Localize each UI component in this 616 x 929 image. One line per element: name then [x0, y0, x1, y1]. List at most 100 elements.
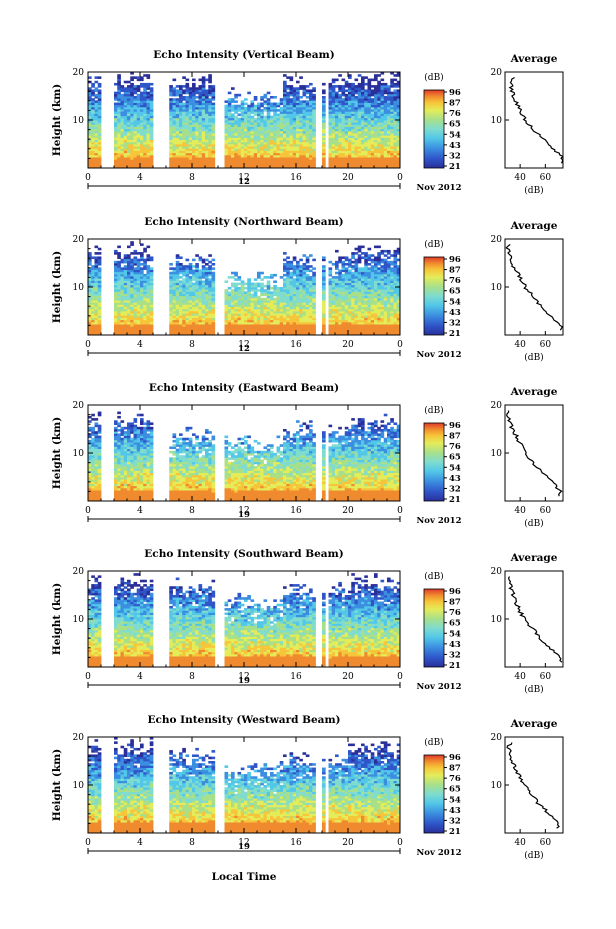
heatmap-cell	[169, 308, 173, 312]
heatmap-cell	[94, 89, 99, 93]
heatmap-cell	[146, 139, 151, 143]
heatmap-cell	[169, 284, 173, 288]
heatmap-cell	[117, 76, 121, 79]
heatmap-cell	[302, 133, 307, 136]
heatmap-cell	[292, 120, 297, 123]
heatmap-cell	[273, 128, 277, 132]
heatmap-cell	[309, 124, 313, 127]
heatmap-cell	[133, 139, 138, 143]
heatmap-cell	[286, 284, 290, 288]
heatmap-cell	[289, 163, 294, 167]
heatmap-cell	[182, 295, 186, 299]
heatmap-cell	[136, 89, 141, 93]
heatmap-cell	[390, 117, 394, 121]
heatmap-cell	[123, 324, 128, 327]
heatmap-cell	[224, 304, 229, 308]
heatmap-cell	[377, 91, 381, 95]
heatmap-cell	[273, 163, 277, 167]
heatmap-cell	[140, 252, 144, 255]
heatmap-cell	[227, 157, 232, 160]
heatmap-cell	[227, 295, 232, 299]
heatmap-cell	[133, 163, 138, 167]
heatmap-cell	[172, 330, 177, 334]
heatmap-cell	[396, 93, 401, 97]
heatmap-cell	[117, 115, 121, 119]
heatmap-cell	[127, 115, 131, 119]
heatmap-cell	[91, 256, 95, 260]
heatmap-cell	[114, 308, 118, 312]
heatmap-cell	[305, 258, 310, 262]
heatmap-cell	[192, 128, 196, 132]
heatmap-cell	[396, 100, 401, 103]
heatmap-cell	[244, 330, 248, 334]
heatmap-cell	[253, 165, 258, 169]
heatmap-cell	[286, 150, 290, 154]
heatmap-cell	[322, 267, 326, 270]
heatmap-cell	[227, 287, 232, 290]
heatmap-cell	[205, 154, 209, 158]
heatmap-cell	[143, 291, 147, 294]
heatmap-cell	[188, 111, 193, 114]
heatmap-cell	[234, 315, 238, 318]
heatmap-cell	[322, 141, 326, 145]
heatmap-cell	[130, 278, 134, 281]
heatmap-cell	[260, 159, 264, 162]
heatmap-cell	[240, 291, 245, 294]
heatmap-cell	[237, 330, 242, 334]
heatmap-cell	[309, 311, 313, 314]
heatmap-cell	[94, 315, 99, 318]
heatmap-cell	[266, 152, 271, 156]
heatmap-cell	[133, 326, 138, 329]
heatmap-cell	[149, 102, 154, 106]
heatmap-cell	[292, 159, 297, 162]
heatmap-cell	[91, 120, 95, 123]
heatmap-cell	[195, 146, 199, 149]
heatmap-cell	[179, 319, 183, 323]
heatmap-cell	[348, 115, 352, 119]
heatmap-cell	[302, 293, 307, 297]
heatmap-cell	[247, 304, 251, 308]
heatmap-cell	[146, 300, 151, 303]
heatmap-cell	[179, 87, 183, 90]
heatmap-cell	[309, 91, 313, 95]
heatmap-cell	[390, 135, 394, 138]
heatmap-cell	[234, 287, 238, 290]
x-tick-label: 12	[238, 173, 249, 183]
heatmap-cell	[289, 265, 294, 268]
heatmap-cell	[309, 313, 313, 316]
heatmap-cell	[335, 98, 339, 101]
heatmap-cell	[140, 109, 144, 112]
heatmap-cell	[133, 289, 138, 292]
heatmap-cell	[335, 306, 339, 310]
heatmap-cell	[88, 282, 92, 286]
heatmap-cell	[296, 139, 300, 143]
heatmap-cell	[367, 139, 372, 143]
heatmap-cell	[185, 120, 190, 123]
heatmap-cell	[94, 324, 99, 327]
heatmap-cell	[331, 93, 336, 97]
heatmap-cell	[97, 113, 102, 117]
heatmap-cell	[94, 287, 99, 290]
heatmap-cell	[328, 157, 333, 160]
heatmap-cell	[179, 326, 183, 329]
heatmap-cell	[357, 135, 362, 138]
heatmap-cell	[149, 91, 154, 95]
heatmap-cell	[146, 282, 151, 286]
heatmap-cell	[198, 124, 203, 127]
heatmap-cell	[201, 115, 206, 119]
heatmap-cell	[377, 152, 381, 156]
heatmap-cell	[322, 317, 326, 321]
heatmap-cell	[208, 319, 212, 323]
heatmap-cell	[305, 282, 310, 286]
heatmap-cell	[149, 117, 154, 121]
heatmap-cell	[305, 269, 310, 273]
heatmap-cell	[312, 311, 316, 314]
heatmap-cell	[208, 150, 212, 154]
heatmap-cell	[380, 148, 385, 151]
heatmap-cell	[188, 154, 193, 158]
heatmap-cell	[182, 157, 186, 160]
heatmap-cell	[146, 133, 151, 136]
heatmap-cell	[117, 98, 121, 101]
heatmap-cell	[224, 154, 229, 158]
heatmap-cell	[344, 139, 349, 143]
